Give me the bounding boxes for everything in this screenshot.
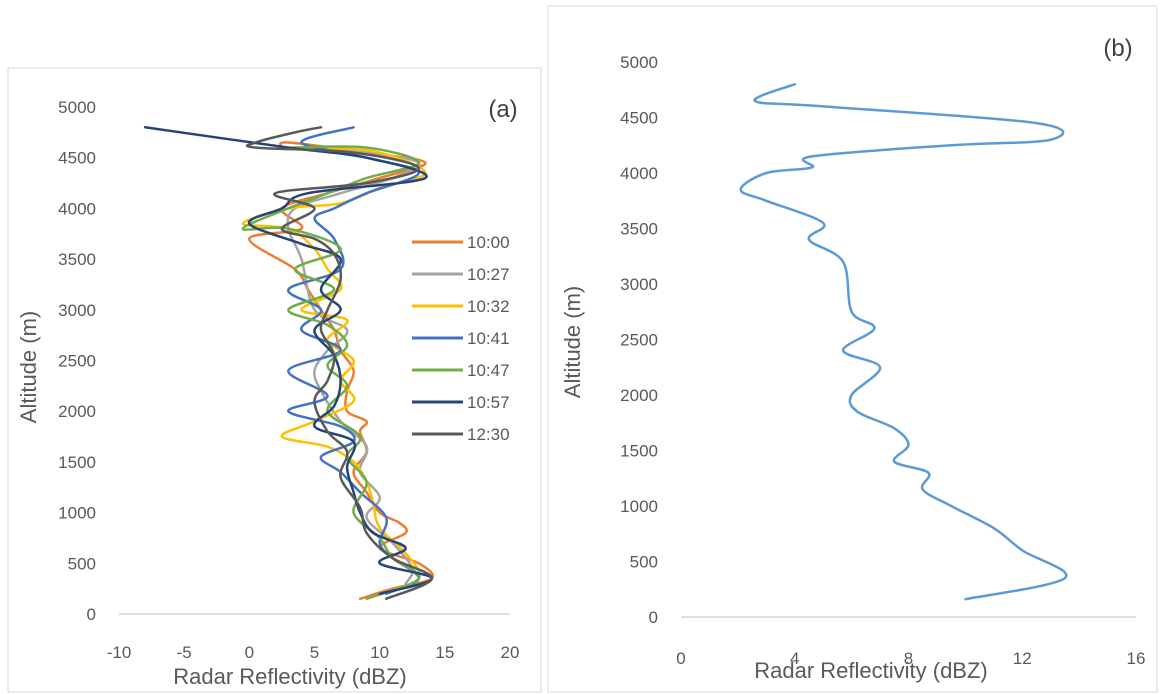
chart-b-x-tick-label: 4 [790, 649, 799, 668]
chart-b-y-tick-label: 5000 [620, 53, 658, 72]
chart-a-series-line-1057 [143, 126, 434, 595]
chart-a-series-line-1230 [245, 126, 434, 601]
chart-b-x-tick-label: 8 [904, 649, 913, 668]
chart-a-series-line-1032 [241, 145, 427, 595]
chart-a-x-tick-label: 0 [245, 643, 254, 662]
legend-label: 10:32 [467, 297, 510, 316]
chart-a-panel-label: (a) [488, 96, 517, 123]
chart-b-y-tick-label: 500 [630, 553, 658, 572]
chart-b-y-tick-label: 2500 [620, 331, 658, 350]
chart-b: Radar Reflectivity (dBZ) Altitude (m) (b… [560, 35, 1145, 683]
chart-a-y-tick-label: 5000 [58, 98, 96, 117]
chart-a-y-tick-label: 1000 [58, 504, 96, 523]
chart-b-y-axis-title: Altitude (m) [560, 286, 585, 398]
legend-label: 12:30 [467, 425, 510, 444]
chart-a-x-tick-label: 5 [310, 643, 319, 662]
chart-a-y-tick-label: 4000 [58, 199, 96, 218]
chart-a-y-tick-label: 2000 [58, 402, 96, 421]
chart-a-x-axis-title: Radar Reflectivity (dBZ) [173, 664, 407, 689]
chart-a-x-tick-label: -5 [177, 643, 192, 662]
chart-a-y-tick-label: 3500 [58, 250, 96, 269]
chart-b-x-axis-title: Radar Reflectivity (dBZ) [754, 658, 988, 683]
chart-a-y-tick-label: 0 [87, 605, 96, 624]
chart-b-series-line-1 [739, 82, 1068, 601]
chart-a-series-line-1027 [286, 146, 421, 585]
chart-b-y-tick-label: 3500 [620, 220, 658, 239]
legend-label: 10:00 [467, 233, 510, 252]
chart-a-y-tick-label: 3000 [58, 301, 96, 320]
chart-b-frame [547, 5, 1158, 693]
chart-b-x-tick-label: 0 [676, 649, 685, 668]
chart-a-series-line-1041 [287, 126, 421, 595]
chart-a-x-tick-label: 20 [501, 643, 520, 662]
chart-a: Radar Reflectivity (dBZ) Altitude (m) (a… [16, 96, 519, 689]
chart-a-x-tick-label: 15 [435, 643, 454, 662]
chart-b-y-tick-label: 1500 [620, 442, 658, 461]
chart-b-y-tick-label: 3000 [620, 275, 658, 294]
chart-a-series-line-1047 [241, 145, 421, 601]
chart-a-x-tick-label: -10 [107, 643, 132, 662]
chart-a-frame [7, 67, 542, 693]
chart-a-y-axis-title: Altitude (m) [16, 311, 41, 423]
legend-label: 10:47 [467, 361, 510, 380]
chart-b-x-tick-label: 16 [1127, 649, 1146, 668]
legend-label: 10:41 [467, 329, 510, 348]
chart-a-x-tick-label: 10 [370, 643, 389, 662]
chart-a-legend: 10:00 10:27 10:32 10:41 10:47 10:57 12:30 [412, 233, 510, 444]
chart-a-y-tick-label: 1500 [58, 453, 96, 472]
chart-b-panel-label: (b) [1103, 35, 1132, 62]
chart-b-x-tick-label: 12 [1013, 649, 1032, 668]
legend-label: 10:27 [467, 265, 510, 284]
chart-a-y-tick-label: 2500 [58, 352, 96, 371]
chart-b-y-tick-label: 4000 [620, 164, 658, 183]
chart-b-y-tick-label: 0 [649, 608, 658, 627]
chart-b-y-tick-label: 2000 [620, 386, 658, 405]
chart-b-y-tick-label: 1000 [620, 497, 658, 516]
chart-b-y-tick-label: 4500 [620, 109, 658, 128]
chart-a-y-tick-label: 500 [68, 554, 96, 573]
legend-label: 10:57 [467, 393, 510, 412]
chart-a-y-tick-label: 4500 [58, 149, 96, 168]
